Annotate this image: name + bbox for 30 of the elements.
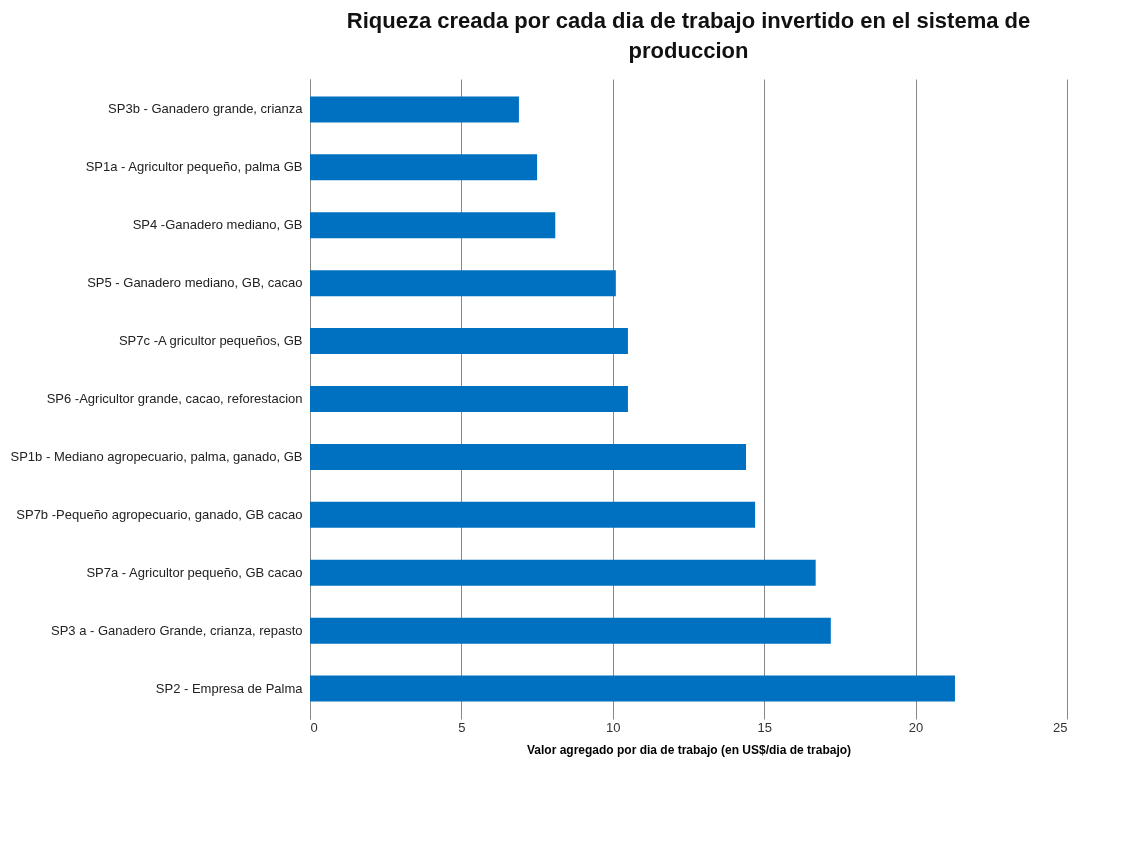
bar [310, 385, 628, 413]
bar [310, 501, 756, 528]
y-tick-label: SP7a - Agricultor pequeño, GB cacao [86, 564, 303, 580]
y-tick-label: SP3 a - Ganadero Grande, crianza, repasto [51, 622, 303, 638]
y-tick-label: SP1a - Agricultor pequeño, palma GB [85, 159, 303, 175]
x-tick-label: 25 [1053, 719, 1068, 735]
bar [310, 559, 816, 586]
y-tick-label: SP1b - Mediano agropecuario, palma, ganado, GB [10, 448, 303, 464]
y-tick-label: SP3b - Ganadero grande, crianza [108, 101, 304, 117]
bar [310, 96, 519, 123]
x-tick-label: 15 [757, 719, 772, 735]
bar [310, 675, 955, 702]
chart-title: Riqueza creada por cada dia de trabajo invertido en el sistema de produccion [346, 8, 1031, 63]
bar [310, 617, 831, 644]
y-tick-label: SP6 -Agricultor grande, cacao, reforestacion [46, 391, 303, 406]
y-tick-label: SP2 - Empresa de Palma [155, 680, 304, 696]
bar [310, 154, 538, 181]
y-tick-label: SP4 -Ganadero mediano, GB [132, 217, 303, 233]
bar [310, 328, 628, 355]
x-tick-label: 20 [908, 719, 924, 735]
bar [310, 443, 747, 470]
x-tick-label: 10 [606, 719, 621, 735]
bar [310, 270, 616, 297]
bar [310, 212, 556, 239]
x-tick-label: 5 [458, 719, 466, 735]
x-tick-label: 0 [310, 719, 318, 735]
y-tick-label: SP7c -A gricultor pequeños, GB [118, 333, 303, 349]
y-tick-label: SP7b -Pequeño agropecuario, ganado, GB cacao [16, 506, 303, 522]
x-axis-title: Valor agregado por dia de trabajo (en US$/dia de trabajo) [526, 742, 852, 757]
y-tick-label: SP5 - Ganadero mediano, GB, cacao [87, 275, 303, 291]
